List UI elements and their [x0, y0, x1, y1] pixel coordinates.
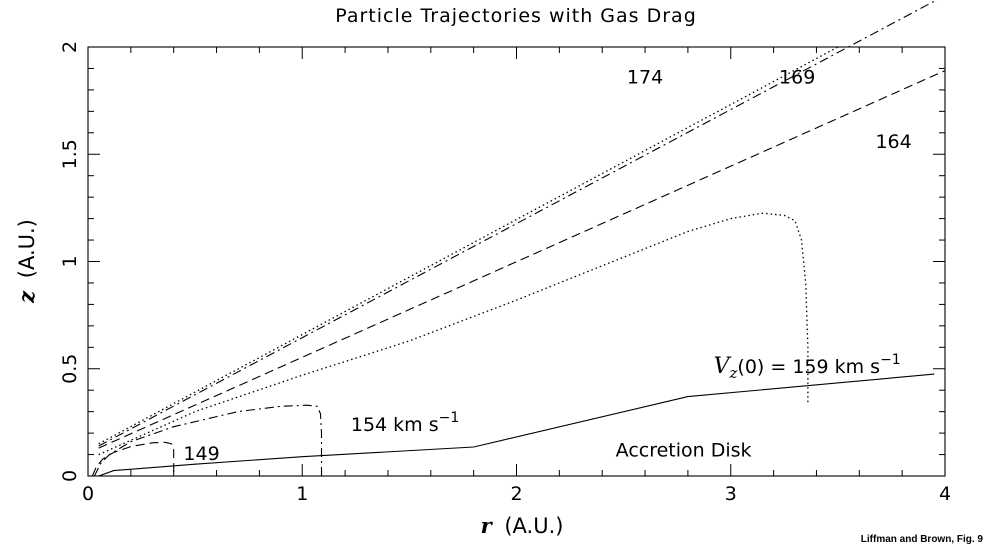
curve-annotation: 149 [183, 443, 219, 465]
x-tick-label: 0 [82, 483, 94, 505]
x-tick-label: 1 [296, 483, 308, 505]
initial-velocity-label: Vz(0) = 159 km s−1 [714, 352, 901, 382]
y-tick-label: 0.5 [59, 354, 81, 384]
y-axis-unit: (A.U.) [15, 219, 39, 278]
velocity-variable: V [714, 354, 732, 379]
axis-ticks: 0 1 2 3 4 0 0.5 1 1.5 2 [59, 41, 951, 505]
y-axis-variable: z [14, 290, 39, 304]
velocity-154-label: 154 km s−1 [351, 410, 459, 436]
x-tick-label: 2 [510, 483, 522, 505]
y-tick-label: 2 [59, 41, 81, 53]
y-tick-label: 1.5 [59, 139, 81, 169]
velocity-154-value: 154 km s [351, 414, 439, 436]
trajectory-line [91, 441, 175, 477]
curve-annotation: 174 [627, 66, 663, 88]
plot-frame [87, 46, 946, 477]
y-tick-label: 0 [59, 470, 81, 482]
trajectory-line [98, 0, 938, 447]
curve-annotation: 164 [875, 131, 911, 153]
curve-annotation: Accretion Disk [616, 440, 752, 462]
trajectory-line [98, 373, 935, 477]
velocity-154-exponent: −1 [439, 410, 460, 426]
figure-credit: Liffman and Brown, Fig. 9 [861, 534, 984, 545]
trajectory-line [98, 70, 946, 449]
x-tick-label: 3 [725, 483, 737, 505]
y-axis-label: z (A.U.) [14, 219, 39, 304]
velocity-exponent: −1 [880, 352, 901, 368]
x-axis-unit: (A.U.) [504, 514, 563, 538]
annotations: 174 169 164 149 Accretion Disk Vz(0) = 159 km… [183, 66, 911, 464]
trajectory-line [93, 404, 323, 477]
velocity-value: (0) = 159 km s [737, 356, 880, 378]
trajectory-line [98, 46, 839, 445]
velocity-subscript: z [729, 364, 738, 382]
data-series [91, 0, 946, 477]
x-tick-label: 4 [939, 483, 951, 505]
chart-title: Particle Trajectories with Gas Drag [335, 5, 697, 27]
trajectory-line [98, 212, 809, 456]
x-axis-variable: r [481, 513, 494, 538]
x-axis-label: r (A.U.) [481, 513, 564, 538]
curve-annotation: 169 [779, 66, 815, 88]
y-tick-label: 1 [59, 255, 81, 267]
